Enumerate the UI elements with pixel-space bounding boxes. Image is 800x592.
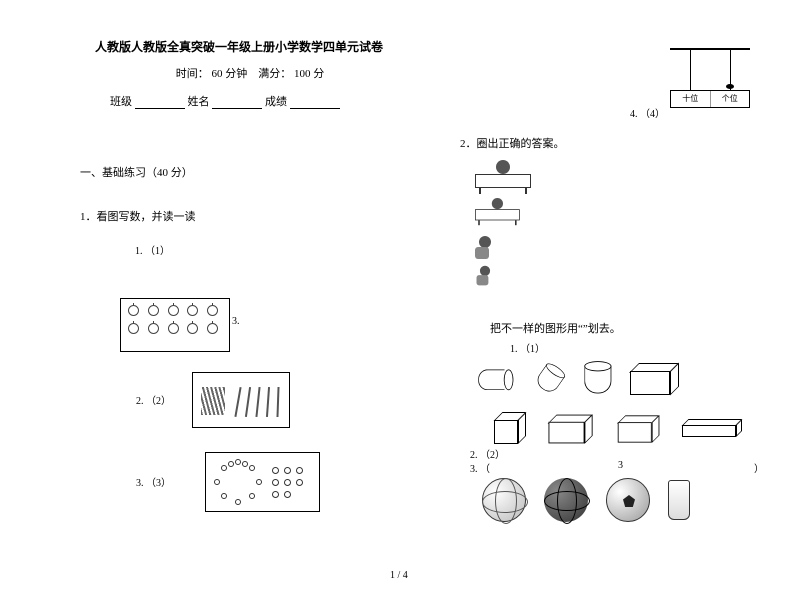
time-value: 60 分钟 (212, 68, 248, 80)
stick-icon (276, 387, 279, 417)
cuboid-icon (549, 415, 594, 444)
circles-figure (205, 452, 320, 512)
small-circle-icon (284, 467, 291, 474)
small-circle-icon (272, 491, 279, 498)
q1-text: 1．看图写数，并读一读 (80, 208, 435, 224)
cylinder-icon (584, 361, 610, 397)
name-label: 姓名 (188, 96, 210, 108)
stick-icon (266, 387, 270, 417)
bead-icon (726, 84, 734, 89)
shape-row-2 (494, 412, 744, 446)
apples-side-num: 3. (232, 316, 240, 327)
s3-open: 3. （ (470, 460, 490, 475)
abacus-bar (670, 48, 750, 50)
sticks-figure (192, 372, 290, 428)
s3-num: 3 (618, 460, 623, 471)
q1-1-label: 1. （1） (135, 242, 435, 257)
cuboid-icon (618, 415, 661, 442)
class-label: 班级 (110, 96, 132, 108)
exam-page: 人教版人教版全真突破一年级上册小学数学四单元试卷 时间： 60 分钟 满分： 1… (0, 0, 800, 592)
small-circle-icon (296, 479, 303, 486)
abacus-tens-label: 十位 (671, 91, 711, 107)
small-circle-icon (284, 491, 291, 498)
time-label: 时间： (176, 68, 209, 80)
full-label: 满分： (258, 68, 291, 80)
apple-icon (128, 305, 139, 316)
stick-bundle-icon (201, 387, 229, 419)
apple-icon (148, 305, 159, 316)
abacus-frame: 十位 个位 (670, 90, 750, 108)
name-blank[interactable] (212, 97, 262, 109)
apple-icon (148, 323, 159, 334)
cylinder-icon (532, 361, 566, 397)
class-blank[interactable] (135, 97, 185, 109)
left-column: 人教版人教版全真突破一年级上册小学数学四单元试卷 时间： 60 分钟 满分： 1… (95, 38, 435, 263)
desk-person-icon (475, 160, 531, 192)
stick-icon (245, 387, 251, 417)
small-circle-icon (296, 467, 303, 474)
q1-2-label: 2. （2） (136, 392, 171, 407)
person-icon (475, 236, 495, 260)
person-icon (477, 266, 494, 286)
small-circle-icon (284, 479, 291, 486)
small-circle-icon (272, 479, 279, 486)
q-shape-text: 把不一样的图形用“”划去。 (490, 320, 621, 336)
exam-subtitle: 时间： 60 分钟 满分： 100 分 (65, 65, 435, 81)
cup-icon (668, 480, 690, 520)
s3-close: ） (754, 460, 764, 475)
s2-label: 2. （2） (470, 446, 505, 461)
apple-icon (168, 305, 179, 316)
stick-icon (234, 387, 241, 417)
apple-icon (128, 323, 139, 334)
small-circle-icon (272, 467, 279, 474)
abacus-rod (690, 48, 691, 90)
figurines-figure (475, 160, 575, 288)
apple-icon (207, 323, 218, 334)
apple-icon (187, 305, 198, 316)
apple-icon (187, 323, 198, 334)
abacus-ones-label: 个位 (711, 91, 750, 107)
cylinder-icon (478, 369, 512, 388)
q2-text: 2．圈出正确的答案。 (460, 135, 565, 151)
apple-icon (207, 305, 218, 316)
basketball-icon (544, 478, 588, 522)
exam-title: 人教版人教版全真突破一年级上册小学数学四单元试卷 (95, 38, 435, 55)
long-cuboid-icon (682, 419, 744, 439)
page-number: 1 / 4 (390, 570, 408, 581)
apples-figure (120, 298, 230, 352)
full-value: 100 分 (294, 68, 324, 80)
score-blank[interactable] (290, 97, 340, 109)
stick-icon (255, 387, 260, 417)
shape-row-1 (474, 358, 680, 400)
s1-label: 1. （1） (510, 340, 545, 355)
volleyball-icon (482, 478, 526, 522)
q1-4-label: 4. （4） (630, 105, 665, 120)
apple-icon (168, 323, 179, 334)
abacus-figure: 十位 个位 (670, 48, 750, 108)
info-line: 班级 姓名 成绩 (110, 93, 435, 109)
score-label: 成绩 (265, 96, 287, 108)
cuboid-icon (630, 363, 680, 395)
section1-header: 一、基础练习（40 分） (80, 164, 435, 180)
cube-icon (494, 412, 528, 446)
desk-person-icon (475, 198, 520, 224)
soccer-ball-icon (606, 478, 650, 522)
circle-ring (216, 461, 260, 505)
q1-3-label: 3. （3） (136, 474, 171, 489)
shape-row-3 (482, 478, 690, 522)
